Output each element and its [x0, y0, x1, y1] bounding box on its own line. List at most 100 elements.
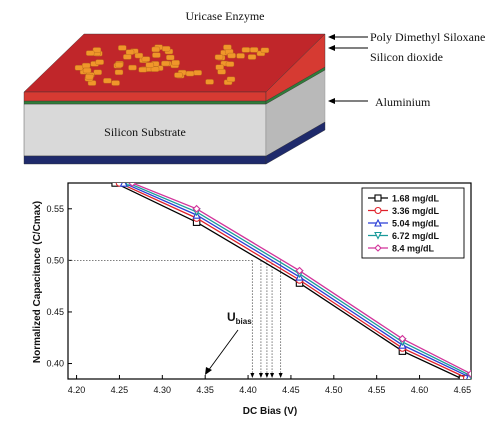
- enzyme-particle: [92, 47, 102, 53]
- data-point: [398, 334, 407, 343]
- enzyme-particle: [85, 73, 94, 80]
- enzyme-label: Uricase Enzyme: [186, 9, 265, 23]
- enzyme-particle: [174, 72, 183, 78]
- chart-series: [111, 183, 471, 379]
- enzyme-particle: [217, 69, 226, 75]
- enzyme-particle: [151, 46, 160, 53]
- sio2-label: Silicon dioxide: [370, 50, 443, 64]
- data-point: [374, 244, 382, 252]
- enzyme-particle: [128, 64, 137, 71]
- substrate-label: Silicon Substrate: [104, 125, 186, 139]
- legend-item: 6.72 mg/dL: [368, 231, 440, 241]
- pdms-callout: Poly Dimethyl Siloxane: [328, 30, 485, 44]
- y-tick-label: 0.55: [46, 204, 64, 214]
- x-tick-label: 4.20: [68, 385, 86, 395]
- pdms-layer-front: [23, 91, 267, 102]
- enzyme-particle: [114, 62, 124, 68]
- aluminium-label: Aluminium: [375, 95, 431, 109]
- enzyme-particle: [227, 52, 236, 59]
- data-point: [374, 218, 382, 227]
- enzyme-particle: [118, 45, 127, 51]
- legend-item: 1.68 mg/dL: [368, 194, 440, 204]
- x-tick-label: 4.65: [454, 385, 472, 395]
- enzyme-particle: [85, 50, 95, 56]
- x-tick-label: 4.45: [282, 385, 300, 395]
- y-tick-label: 0.40: [46, 359, 64, 369]
- device-illustration: Uricase Enzyme Silicon Substrate Poly Di…: [23, 9, 485, 165]
- chart-legend: 1.68 mg/dL 3.36 mg/dL 5.04 mg/dL 6.72 mg/dL…: [361, 187, 465, 259]
- enzyme-particle: [95, 59, 104, 65]
- enzyme-particle: [205, 79, 214, 85]
- enzyme-particle: [74, 65, 84, 71]
- enzyme-particle: [125, 49, 135, 55]
- data-point: [374, 194, 382, 202]
- data-point: [192, 204, 201, 213]
- u-bias-annotation: Ubias: [205, 310, 252, 375]
- enzyme-particle: [247, 54, 257, 60]
- legend-label: 5.04 mg/dL: [392, 219, 440, 229]
- data-point: [374, 231, 382, 240]
- enzyme-particle: [241, 47, 251, 53]
- bias-arrow: [270, 373, 275, 378]
- x-tick-label: 4.55: [368, 385, 386, 395]
- pdms-layer-side: [265, 33, 326, 102]
- enzyme-particle: [214, 54, 224, 60]
- aluminium-layer-front: [23, 155, 267, 165]
- series-5: [128, 183, 471, 378]
- enzyme-particle: [123, 54, 132, 60]
- x-tick-label: 4.25: [111, 385, 129, 395]
- enzyme-particle: [141, 56, 151, 62]
- legend-label: 1.68 mg/dL: [392, 194, 440, 204]
- enzyme-particle: [166, 54, 175, 61]
- enzyme-particle: [134, 52, 144, 59]
- enzyme-particle: [145, 62, 155, 68]
- enzyme-particle: [93, 69, 102, 76]
- legend-label: 8.4 mg/dL: [392, 244, 435, 254]
- y-tick-label: 0.45: [46, 307, 64, 317]
- enzyme-particle: [150, 66, 160, 72]
- legend-label: 3.36 mg/dL: [392, 206, 440, 216]
- enzyme-particle: [161, 46, 171, 52]
- x-tick-label: 4.35: [196, 385, 214, 395]
- aluminium-callout: Aluminium: [328, 95, 431, 109]
- enzyme-particle: [82, 67, 92, 74]
- data-point: [467, 369, 471, 378]
- enzyme-particle: [81, 62, 91, 69]
- data-point: [374, 206, 382, 215]
- enzyme-particle: [249, 47, 259, 53]
- chart-axes: 4.20 4.25 4.30 4.35 4.40 4.45 4.50 4.55 4.60 4.65…: [46, 204, 471, 395]
- data-point: [128, 183, 137, 187]
- data-point: [125, 183, 131, 188]
- capacitance-chart: 4.20 4.25 4.30 4.35 4.40 4.45 4.50 4.55 4.60 4.65…: [32, 182, 472, 417]
- x-axis-label: DC Bias (V): [243, 406, 297, 417]
- enzyme-particle: [171, 60, 180, 66]
- u-bias-text: Ubias: [227, 310, 252, 326]
- legend-item: 8.4 mg/dL: [368, 244, 435, 254]
- enzyme-particle: [236, 53, 245, 59]
- enzyme-particle: [114, 69, 124, 76]
- x-tick-label: 4.50: [325, 385, 343, 395]
- enzyme-particle: [152, 52, 161, 58]
- legend-item: 5.04 mg/dL: [368, 219, 440, 229]
- x-tick-label: 4.30: [154, 385, 172, 395]
- y-axis-label: Normalized Capacitance (C/Cmax): [32, 201, 43, 363]
- enzyme-particle: [103, 77, 112, 84]
- enzyme-particle: [138, 66, 147, 73]
- y-tick-label: 0.50: [46, 255, 64, 265]
- bias-arrow: [258, 373, 263, 378]
- enzyme-particle: [161, 60, 170, 67]
- enzyme-particle: [225, 61, 235, 67]
- bias-arrow: [264, 373, 269, 378]
- sio2-layer-front: [23, 100, 267, 105]
- data-point: [295, 266, 304, 275]
- x-tick-label: 4.40: [239, 385, 257, 395]
- pdms-label: Poly Dimethyl Siloxane: [370, 30, 485, 44]
- enzyme-particle: [111, 80, 120, 86]
- aluminium-layer-side: [265, 121, 326, 165]
- enzyme-particle: [260, 47, 270, 53]
- sio2-callout: Silicon dioxide: [328, 45, 443, 64]
- bias-guide-lines: [68, 259, 283, 378]
- enzyme-particle: [185, 70, 195, 77]
- legend-label: 6.72 mg/dL: [392, 231, 440, 241]
